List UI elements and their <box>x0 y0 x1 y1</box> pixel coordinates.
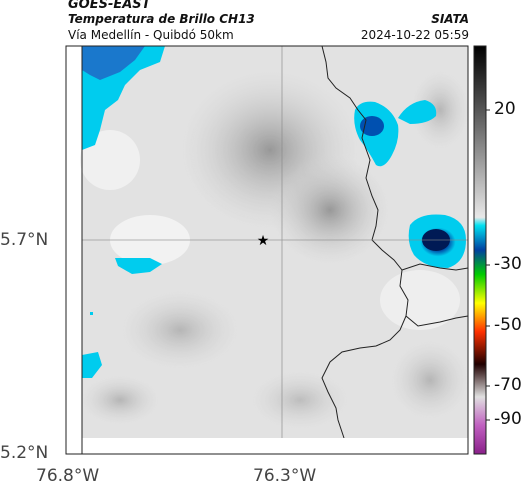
cloud-shading <box>80 70 470 430</box>
colorbar <box>473 45 487 455</box>
map-frame <box>65 45 469 455</box>
product-title: Temperatura de Brillo CH13 <box>68 12 255 26</box>
satellite-title: GOES-EAST <box>68 0 151 12</box>
cold-cloud-patches <box>82 46 466 378</box>
lat-tick-label: 5.7°N <box>0 230 49 250</box>
colorbar-ticks <box>486 109 490 421</box>
colorbar-tick-label: -30 <box>494 254 522 274</box>
colorbar-tick-label: -50 <box>494 315 522 335</box>
timestamp: 2024-10-22 05:59 <box>360 28 469 42</box>
org-label: SIATA <box>431 12 469 26</box>
lon-tick-label: 76.8°W <box>36 466 100 486</box>
lon-tick-label: 76.3°W <box>253 466 317 486</box>
boundary-lines <box>321 45 469 439</box>
route-subtitle: Vía Medellín - Quibdó 50km <box>68 28 234 42</box>
colorbar-tick-label: -90 <box>494 409 522 429</box>
colorbar-tick-label: 20 <box>494 99 516 119</box>
gridlines <box>82 46 468 454</box>
lat-tick-label: 5.2°N <box>0 443 49 463</box>
colorbar-tick-label: -70 <box>494 375 522 395</box>
star-icon: ★ <box>257 233 270 249</box>
